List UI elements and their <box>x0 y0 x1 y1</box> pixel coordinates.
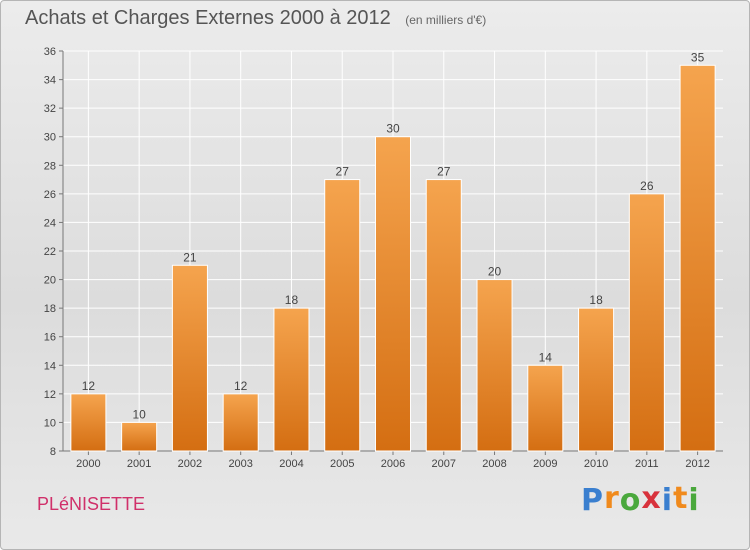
bar-2007 <box>425 179 462 452</box>
y-tick-label: 36 <box>44 46 56 58</box>
bar-2011 <box>628 193 665 452</box>
y-tick-label: 18 <box>44 303 56 315</box>
proxiti-logo[interactable]: Proxiti <box>581 481 700 518</box>
data-label: 12 <box>82 379 96 393</box>
data-label: 12 <box>234 379 248 393</box>
bar-2006 <box>374 136 412 452</box>
x-tick-label: 2000 <box>76 458 100 470</box>
data-label: 27 <box>336 165 350 179</box>
data-label: 20 <box>488 265 502 279</box>
data-label: 26 <box>640 179 654 193</box>
logo-letter: t <box>673 481 689 516</box>
x-tick-label: 2010 <box>584 458 608 470</box>
data-label: 18 <box>285 293 299 307</box>
y-tick-label: 22 <box>44 246 56 258</box>
x-tick-label: 2008 <box>482 458 506 470</box>
x-tick-label: 2007 <box>432 458 456 470</box>
data-label: 27 <box>437 165 451 179</box>
x-tick-label: 2003 <box>228 458 252 470</box>
bar-2001 <box>121 421 158 452</box>
bar-2003 <box>222 393 259 452</box>
logo-letter: P <box>581 483 604 518</box>
x-tick-label: 2012 <box>685 458 709 470</box>
x-tick-label: 2004 <box>279 458 303 470</box>
data-label: 21 <box>183 250 197 264</box>
data-labels: 12 10 21 12 18 27 30 27 20 14 18 26 35 <box>82 50 705 421</box>
data-label: 14 <box>539 350 553 364</box>
bar-2005 <box>324 179 361 452</box>
data-label: 18 <box>589 293 603 307</box>
y-tick-label: 24 <box>44 217 56 229</box>
y-tick-label: 12 <box>44 389 56 401</box>
bar-2002 <box>171 264 208 452</box>
logo-letter: x <box>641 481 662 516</box>
logo-letter: i <box>688 483 700 518</box>
bar-2009 <box>527 364 564 452</box>
logo-letter: o <box>619 483 642 518</box>
bar-2010 <box>578 307 615 452</box>
bar-2000 <box>70 393 107 452</box>
bar-2012 <box>679 64 716 452</box>
logo-letter: i <box>661 483 674 518</box>
x-tick-label: 2011 <box>635 458 659 470</box>
chart-title: Achats et Charges Externes 2000 à 2012 <box>25 7 391 29</box>
logo-letter: r <box>604 481 620 516</box>
y-tick-label: 20 <box>44 275 56 287</box>
x-tick-label: 2009 <box>533 458 557 470</box>
bar-2008 <box>476 279 513 452</box>
data-label: 35 <box>691 50 705 64</box>
x-tick-label: 2001 <box>127 458 151 470</box>
data-label: 10 <box>132 407 146 421</box>
y-tick-label: 30 <box>44 132 56 144</box>
y-tick-label: 32 <box>44 103 56 115</box>
data-label: 30 <box>386 122 400 136</box>
y-tick-label: 14 <box>44 360 56 372</box>
y-tick-label: 28 <box>44 160 56 172</box>
y-tick-label: 10 <box>44 417 56 429</box>
commune-name: PLéNISETTE <box>37 494 146 514</box>
bar-2004 <box>273 307 310 452</box>
x-tick-label: 2002 <box>178 458 202 470</box>
bars <box>70 64 716 452</box>
y-tick-label: 8 <box>50 446 56 458</box>
chart-title-block: Achats et Charges Externes 2000 à 2012 (… <box>25 7 486 30</box>
y-tick-label: 16 <box>44 332 56 344</box>
y-tick-label: 34 <box>44 75 56 87</box>
x-tick-label: 2005 <box>330 458 354 470</box>
x-tick-label: 2006 <box>381 458 405 470</box>
y-tick-label: 26 <box>44 189 56 201</box>
chart-subtitle: (en milliers d'€) <box>405 13 487 27</box>
